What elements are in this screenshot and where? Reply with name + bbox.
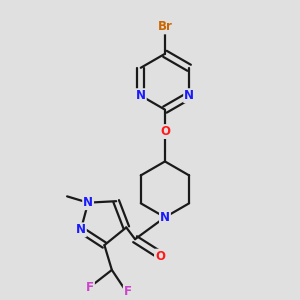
Text: N: N — [83, 196, 93, 209]
Text: Br: Br — [158, 20, 172, 33]
Text: N: N — [136, 89, 146, 102]
Text: O: O — [160, 125, 170, 138]
Text: N: N — [76, 223, 86, 236]
Text: F: F — [86, 281, 94, 294]
Text: O: O — [155, 250, 165, 262]
Text: F: F — [124, 285, 132, 298]
Text: N: N — [184, 89, 194, 102]
Text: N: N — [160, 211, 170, 224]
